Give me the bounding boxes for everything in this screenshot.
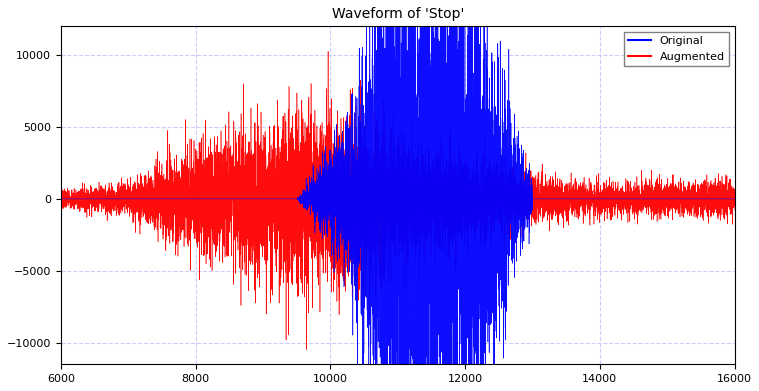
Augmented	[188, 202, 197, 206]
Legend: Original, Augmented: Original, Augmented	[624, 32, 729, 66]
Augmented	[84, 197, 93, 202]
Line: Augmented: Augmented	[61, 51, 735, 350]
Original	[188, 197, 197, 201]
Original	[96, 197, 106, 201]
Augmented	[730, 208, 739, 213]
Original	[56, 197, 65, 201]
Augmented	[694, 187, 704, 191]
Original	[84, 197, 93, 201]
Original	[694, 197, 704, 201]
Original	[59, 197, 68, 201]
Line: Original: Original	[61, 0, 735, 391]
Augmented	[59, 204, 68, 209]
Augmented	[96, 183, 106, 188]
Augmented	[56, 189, 65, 194]
Title: Waveform of 'Stop': Waveform of 'Stop'	[332, 7, 464, 21]
Original	[730, 197, 739, 201]
Augmented	[386, 232, 395, 237]
Augmented	[323, 49, 332, 54]
Augmented	[302, 347, 311, 352]
